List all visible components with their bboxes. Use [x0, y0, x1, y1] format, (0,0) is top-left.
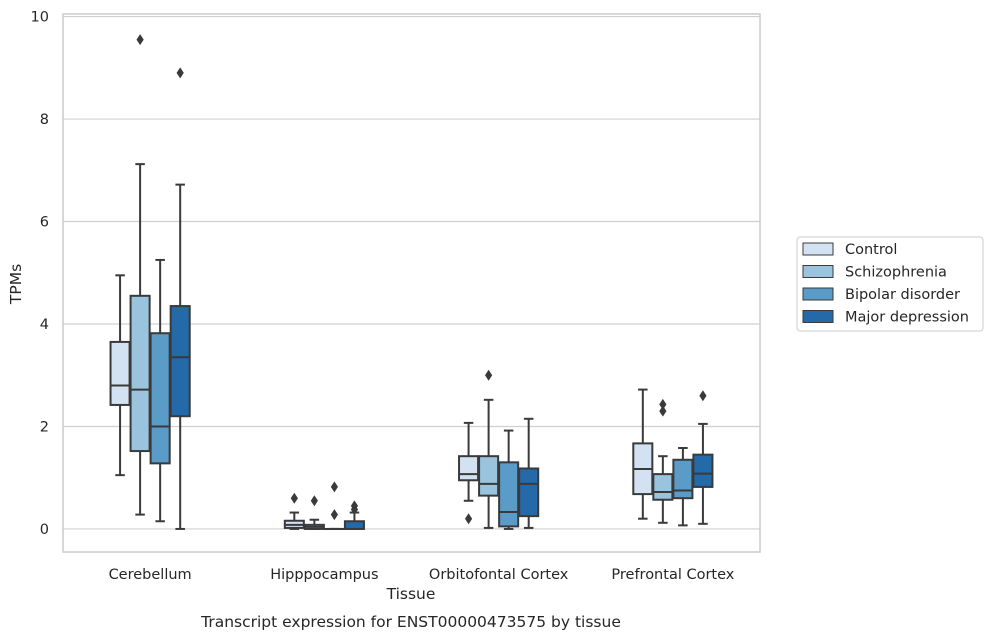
box-group [458, 421, 480, 525]
outlier-point [330, 509, 338, 521]
box-group [692, 390, 714, 525]
legend-label: Control [845, 242, 897, 258]
box-group [303, 495, 325, 530]
y-axis-title: TPMs [7, 264, 25, 305]
box-group [632, 388, 654, 520]
outlier-point [659, 405, 667, 417]
box-group [518, 417, 540, 529]
legend: Control Schizophrenia Bipolar disorder Majo… [796, 236, 984, 332]
box-group [672, 446, 694, 527]
y-tick-label: 2 [40, 419, 49, 435]
box-group [109, 274, 131, 477]
x-tick-label: Orbitofontal Cortex [429, 567, 569, 583]
y-tick-label: 10 [31, 10, 49, 26]
box [498, 461, 520, 528]
outlier-point [310, 495, 318, 507]
box-group [169, 67, 191, 530]
box-group [652, 398, 674, 524]
box [692, 453, 714, 488]
outlier-point [330, 481, 338, 493]
box-group [149, 258, 171, 523]
y-tick-label: 0 [40, 522, 49, 538]
outlier-point [350, 500, 359, 512]
x-tick-label: Cerebellum [109, 567, 192, 583]
x-tick-label: Hipppocampus [270, 567, 378, 583]
x-tick-labels: Cerebellum Hipppocampus Orbitofontal Corte… [109, 567, 735, 583]
y-tick-label: 4 [40, 317, 49, 333]
x-axis-title: Tissue [386, 585, 436, 603]
box [478, 455, 500, 497]
outlier-point [464, 513, 473, 525]
legend-swatch [802, 242, 834, 256]
legend-label: Bipolar disorder [845, 287, 960, 303]
box-group [323, 481, 345, 530]
box [343, 520, 365, 530]
y-tick-labels: 0 2 4 6 8 10 [31, 10, 49, 538]
legend-swatch [802, 310, 834, 323]
y-tick-label: 6 [40, 215, 49, 231]
box [109, 340, 131, 406]
legend-swatch [802, 287, 834, 301]
boxes-layer [109, 34, 714, 530]
outlier-point [699, 390, 707, 402]
plot-frame [62, 13, 761, 553]
x-tick-label: Prefrontal Cortex [611, 567, 734, 583]
outlier-point [659, 398, 667, 410]
box [672, 458, 694, 500]
box [149, 332, 171, 465]
legend-swatch [802, 265, 834, 278]
outlier-point [485, 369, 493, 381]
legend-label: Major depression [845, 310, 969, 326]
box [652, 473, 674, 501]
box [129, 294, 151, 453]
box [518, 467, 540, 518]
box-group [478, 369, 500, 529]
outlier-point [290, 492, 298, 504]
box-group [343, 500, 365, 530]
outlier-point [176, 67, 184, 79]
box-group [498, 429, 520, 530]
legend-frame [796, 236, 984, 332]
y-tick-label: 8 [40, 112, 49, 128]
box [169, 305, 191, 418]
chart-caption: Transcript expression for ENST0000047357… [200, 613, 621, 631]
box-group [129, 34, 151, 516]
box [458, 455, 480, 482]
box-group [283, 492, 305, 530]
legend-label: Schizophrenia [845, 265, 947, 281]
outlier-point [136, 34, 144, 46]
